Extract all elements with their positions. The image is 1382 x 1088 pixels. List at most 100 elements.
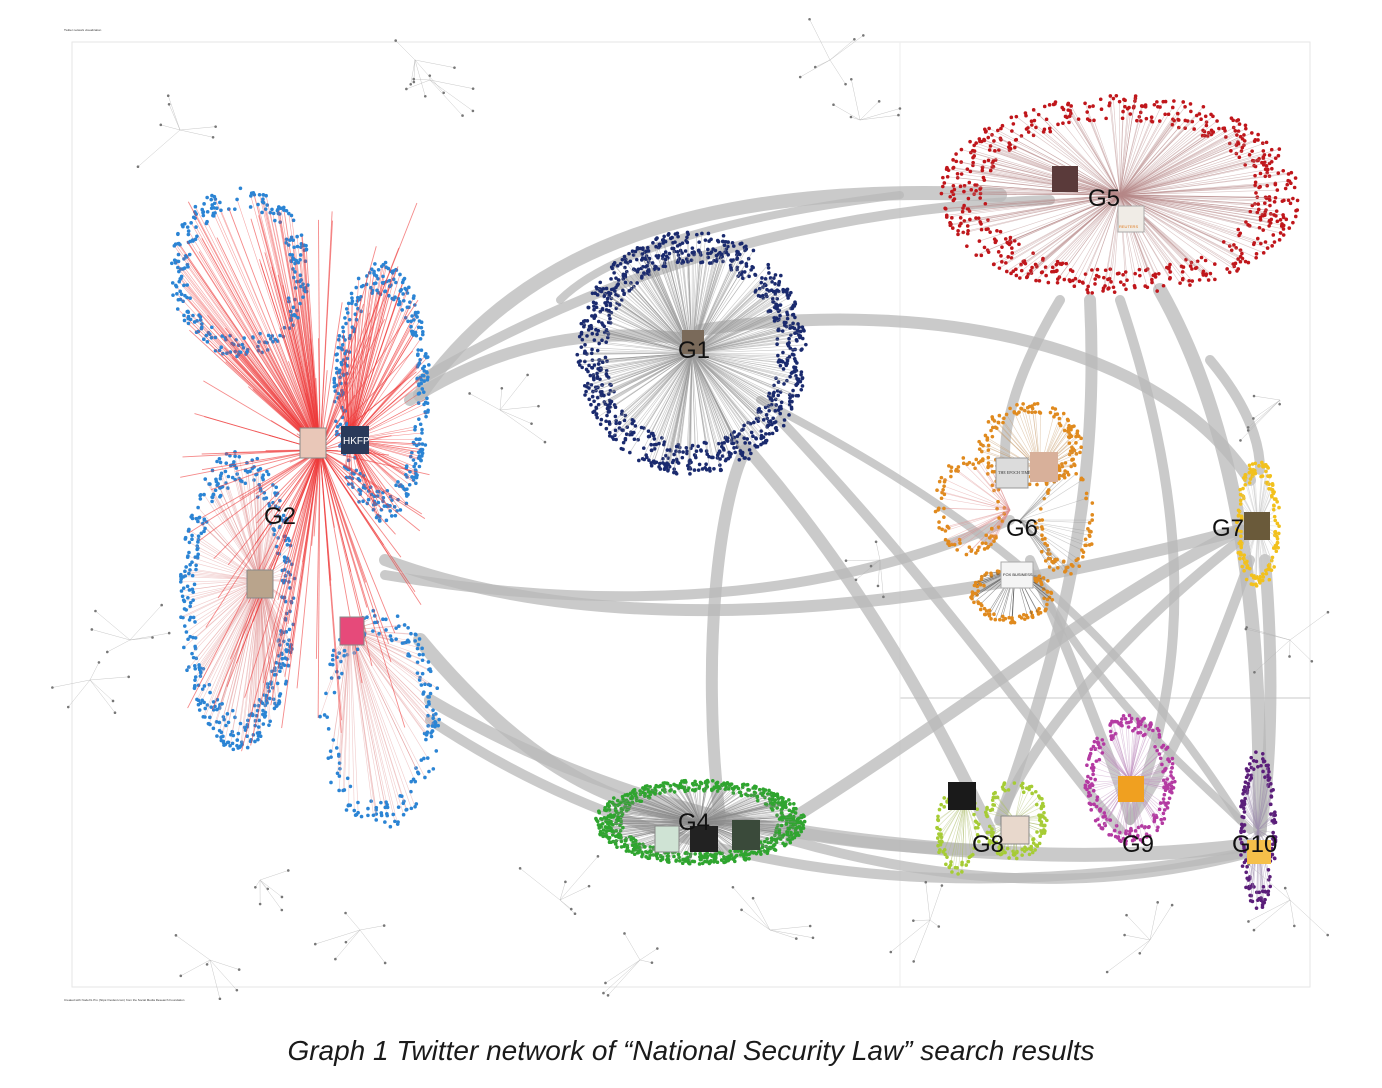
node [1010, 129, 1014, 133]
node [296, 260, 301, 265]
node [997, 569, 1001, 574]
cluster-g1 [575, 230, 808, 476]
node [776, 353, 780, 358]
node [1044, 273, 1048, 278]
node [984, 609, 989, 613]
node [382, 504, 387, 508]
node [1047, 103, 1052, 107]
node [1026, 130, 1031, 134]
node [595, 332, 599, 337]
node [685, 230, 690, 235]
node [1061, 107, 1066, 112]
cluster-edge [691, 348, 802, 354]
node [1252, 139, 1257, 144]
node [187, 571, 191, 576]
node [1199, 117, 1203, 122]
node [634, 257, 639, 262]
node [771, 393, 776, 398]
node [764, 432, 768, 436]
node [1042, 104, 1047, 109]
node [718, 467, 723, 472]
node [381, 617, 385, 622]
node [1050, 559, 1054, 564]
node [404, 473, 408, 477]
edge-bundle [784, 524, 1246, 826]
node [1067, 120, 1071, 125]
node [683, 249, 688, 253]
node [188, 634, 192, 639]
node [988, 230, 992, 234]
node [276, 207, 280, 212]
node [233, 207, 237, 211]
node [613, 428, 618, 433]
node [590, 314, 594, 318]
node [427, 667, 431, 672]
node [1071, 447, 1076, 451]
node [291, 238, 295, 242]
node [595, 293, 600, 297]
node [718, 457, 722, 461]
node [989, 617, 993, 621]
node [681, 450, 685, 454]
node [295, 234, 299, 239]
node [1181, 276, 1185, 281]
cluster-edge [602, 352, 693, 363]
node [605, 406, 610, 411]
node [716, 239, 721, 244]
node [211, 492, 216, 497]
node [979, 139, 984, 144]
node [411, 478, 416, 482]
node [1037, 278, 1042, 283]
node [1093, 282, 1097, 286]
cluster-edge [212, 494, 261, 581]
cluster-edge [209, 483, 261, 581]
cluster-edge [691, 352, 773, 425]
node [187, 540, 192, 545]
cluster-edge [691, 289, 784, 354]
node [1004, 412, 1009, 417]
node [1121, 109, 1125, 114]
cluster-edge [288, 213, 321, 451]
node [620, 428, 624, 432]
node [1251, 242, 1256, 247]
cluster-edge [691, 352, 784, 370]
node [205, 339, 210, 344]
node [182, 283, 186, 288]
node [1069, 104, 1073, 108]
node [256, 468, 261, 472]
node [299, 233, 304, 237]
node [613, 289, 617, 293]
node [763, 405, 768, 410]
node [1035, 401, 1040, 406]
node [400, 641, 405, 645]
node [1077, 564, 1082, 568]
node [427, 363, 431, 367]
node [1080, 548, 1084, 552]
node [1104, 116, 1108, 121]
node [1135, 118, 1139, 123]
node [376, 267, 381, 272]
node [721, 446, 726, 451]
node [337, 788, 341, 793]
edge-bundle [1254, 554, 1277, 836]
cluster-edge [593, 309, 693, 354]
node [1170, 105, 1175, 110]
node [1193, 266, 1198, 271]
node [286, 243, 291, 247]
node [578, 359, 582, 363]
node [431, 708, 435, 712]
node [712, 467, 716, 471]
node [754, 436, 759, 441]
node [749, 430, 754, 435]
node [1265, 246, 1270, 250]
node [998, 617, 1002, 622]
cluster-edge [691, 330, 779, 354]
node [182, 318, 187, 323]
node [579, 321, 584, 326]
node [974, 141, 978, 145]
node [788, 396, 792, 400]
node [1102, 275, 1106, 280]
node [763, 277, 768, 281]
node [383, 289, 387, 294]
cluster-edge [349, 285, 391, 441]
